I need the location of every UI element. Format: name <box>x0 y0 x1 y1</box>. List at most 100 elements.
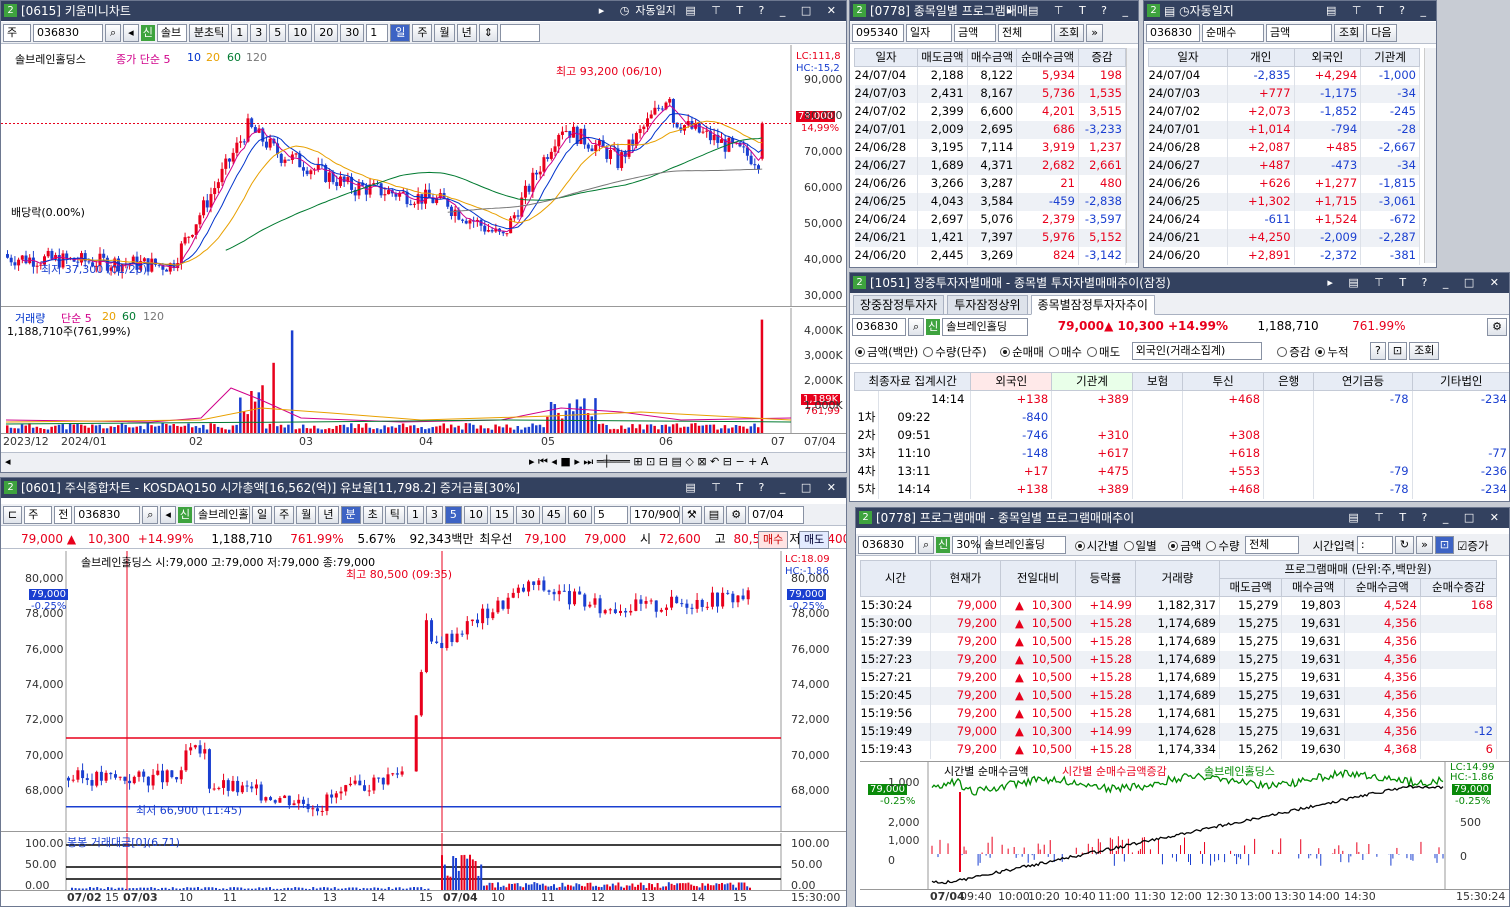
stock-name-field[interactable]: 솔브 <box>156 24 187 42</box>
table-row[interactable]: 5차 14:14 +138 +389 +468 -78 -234 <box>854 480 1509 499</box>
tab-stock-investor-trend[interactable]: 종목별잠정투자자추이 <box>1030 295 1155 315</box>
interval-10[interactable]: 10 <box>463 506 488 524</box>
table-row[interactable]: 24/06/24 -611 +1,524 -672 <box>1148 210 1420 229</box>
table-row[interactable]: 24/06/28 3,195 7,114 3,919 1,237 <box>854 138 1127 157</box>
window-controls[interactable]: ▸ ▤ ⊤ T ? _ <box>1006 4 1134 17</box>
updown-icon[interactable]: ⇕ <box>478 24 498 42</box>
stock-name-field[interactable]: 솔브레인홀딩 <box>980 536 1067 554</box>
radio-net[interactable]: 순매매 <box>1000 344 1044 360</box>
weekly-button[interactable]: 주 <box>412 24 433 42</box>
bar-count[interactable]: 170/900 <box>629 506 680 524</box>
table-row[interactable]: 24/06/26 +626 +1,277 -1,815 <box>1148 174 1420 193</box>
table-row[interactable]: 24/06/21 1,421 7,397 5,976 5,152 <box>854 228 1127 247</box>
query-button[interactable]: 조회 <box>1334 24 1365 42</box>
all-select[interactable]: 전 <box>54 506 73 524</box>
amount-select[interactable]: 금액 <box>954 24 996 42</box>
table-row[interactable]: 24/07/01 2,009 2,695 686 -3,233 <box>854 120 1127 139</box>
stock-name-field[interactable]: 솔브레인홀 <box>194 506 251 524</box>
next-icon[interactable]: » <box>1416 536 1433 554</box>
interval-3[interactable]: 3 <box>425 506 443 524</box>
interval-5[interactable]: 5 <box>444 506 462 524</box>
save-icon[interactable]: ▤ <box>703 506 725 524</box>
table-row[interactable]: 15:19:56 79,200 ▲ 10,500 +15.28 1,174,681 15,2… <box>860 704 1498 723</box>
code-input[interactable]: 036830 <box>852 318 906 336</box>
daily-button[interactable]: 일 <box>390 24 411 42</box>
mini-chart-titlebar[interactable]: 2 [0615] 키움미니차트 ▸ ◷자동일지 ▤ ⊤ T ? _ □ ✕ <box>1 1 846 21</box>
mini-chart-scrollbar[interactable]: ◂ ▸ ⏮ ◂ ■ ▸ ⏭ ═╪═══ ⊞ ⊡ ⊟ ▤ ◇ ⊠ ↶ ⊟ − + … <box>1 452 846 472</box>
next-icon[interactable]: » <box>1086 24 1103 42</box>
code-input[interactable]: 095340 <box>852 24 904 42</box>
table-row[interactable]: 3차 11:10 -148 +617 +618 -77 <box>854 444 1509 463</box>
table-row[interactable]: 4차 13:11 +17 +475 +553 -79 -236 <box>854 462 1509 481</box>
yearly-button[interactable]: 년 <box>456 24 477 42</box>
settings-gear-icon[interactable]: ⚙ <box>1487 318 1507 336</box>
table-row[interactable]: 24/07/02 2,399 6,600 4,201 3,515 <box>854 102 1127 121</box>
intraday-sub-chart[interactable]: 봉봉 거래대금[0](6.71) 100.00 100.00 50.00 50.00 0… <box>1 833 846 892</box>
radio-amount[interactable]: 금액 <box>1168 538 1201 554</box>
increase-checkbox[interactable]: ☑증가 <box>1457 539 1489 553</box>
period-3[interactable]: 3 <box>250 24 268 42</box>
search-icon[interactable]: ⌕ <box>918 536 935 554</box>
table-row[interactable]: 15:19:49 79,000 ▲ 10,300 +14.99 1,174,628 15,2… <box>860 722 1498 741</box>
min-sec-tick-button[interactable]: 분초틱 <box>188 24 230 42</box>
chart-icon[interactable]: ⊡ <box>1387 342 1408 360</box>
clock-icon[interactable]: ◷ <box>619 4 636 17</box>
buy-button[interactable]: 매수 <box>758 531 789 549</box>
query-button[interactable]: 조회 <box>1054 24 1085 42</box>
table-row[interactable]: 24/07/01 +1,014 -794 -28 <box>1148 120 1420 139</box>
interval-30[interactable]: 30 <box>515 506 540 524</box>
code-input[interactable]: 036830 <box>74 506 141 524</box>
investor-type-select[interactable]: 외국인(거래소집계) <box>1131 342 1262 360</box>
interval-60[interactable]: 60 <box>567 506 592 524</box>
table-row[interactable]: 24/06/20 +2,891 -2,372 -381 <box>1148 246 1420 265</box>
window-controls[interactable]: ▤ ⊤ T ? _ □ ✕ <box>1348 511 1505 524</box>
radio-quantity[interactable]: 수량 <box>1206 538 1240 554</box>
blank-input[interactable] <box>499 24 540 42</box>
refresh-icon[interactable]: ↻ <box>1394 536 1415 554</box>
tick-button[interactable]: 틱 <box>384 506 405 524</box>
code-input[interactable]: 036830 <box>858 536 916 554</box>
radio-cumulative[interactable]: 누적 <box>1315 344 1349 360</box>
menu-icon[interactable]: ▤ <box>1164 4 1180 18</box>
table-row[interactable]: 15:30:24 79,000 ▲ 10,300 +14.99 1,182,317 15,2… <box>860 596 1498 615</box>
vertical-scrollbar[interactable] <box>1424 48 1436 263</box>
sell-button[interactable]: 매도 <box>799 531 830 549</box>
table-row[interactable]: 1차 09:22 -840 <box>854 408 1509 427</box>
code-input[interactable]: 036830 <box>33 24 103 42</box>
table-row[interactable]: 24/07/03 +777 -1,175 -34 <box>1148 84 1420 103</box>
intraday-investor-titlebar[interactable]: 2 [1051] 장중투자자별매매 - 종목별 투자자별매매추이(잠정) ▸ ▤ … <box>850 273 1509 293</box>
table-row[interactable]: 15:27:21 79,200 ▲ 10,500 +15.28 1,174,689 15,2… <box>860 668 1498 687</box>
radio-quantity[interactable]: 수량(단주) <box>923 344 987 360</box>
table-row[interactable]: 24/07/02 +2,073 -1,852 -245 <box>1148 102 1420 121</box>
code-input[interactable]: 036830 <box>1146 24 1200 42</box>
minute-button[interactable]: 분 <box>340 506 361 524</box>
scope-select[interactable]: 전체 <box>1245 536 1300 554</box>
auto-log-label[interactable]: 자동일지 <box>635 4 676 17</box>
next-button[interactable]: 다음 <box>1366 24 1397 42</box>
radio-sell[interactable]: 매도 <box>1087 344 1120 360</box>
table-row[interactable]: 2차 09:51 -746 +310 +308 <box>854 426 1509 445</box>
table-row[interactable]: 24/07/04 -2,835 +4,294 -1,000 <box>1148 66 1420 85</box>
search-icon[interactable]: ⌕ <box>908 318 925 336</box>
window-controls[interactable]: ▸ ◷자동일지 ▤ ⊤ T ? _ □ ✕ <box>598 4 842 17</box>
search-icon[interactable]: ⌕ <box>142 506 159 524</box>
radio-delta[interactable]: 증감 <box>1277 344 1310 360</box>
vertical-scrollbar[interactable] <box>1126 48 1138 263</box>
table-row[interactable]: 24/06/27 1,689 4,371 2,682 2,661 <box>854 156 1127 175</box>
scope-select[interactable]: 전체 <box>998 24 1052 42</box>
auto-log-label[interactable]: 자동일지 <box>1189 4 1234 18</box>
type-select[interactable]: 주 <box>24 506 53 524</box>
program-daily-titlebar[interactable]: 2 [0778] 종목일별 프로그램매매 ▸ ▤ ⊤ T ? _ <box>850 1 1138 21</box>
clock-icon[interactable]: ◷ <box>1179 4 1190 18</box>
table-row[interactable]: 24/07/03 2,431 8,167 5,736 1,535 <box>854 84 1127 103</box>
table-row[interactable]: 24/06/26 3,266 3,287 21 480 <box>854 174 1127 193</box>
table-row[interactable]: 15:27:23 79,200 ▲ 10,500 +15.28 1,174,689 15,2… <box>860 650 1498 669</box>
date-select[interactable]: 일자 <box>906 24 952 42</box>
monthly-button[interactable]: 월 <box>434 24 455 42</box>
layout-icon[interactable]: ⊏ <box>3 506 23 524</box>
second-button[interactable]: 초 <box>362 506 383 524</box>
window-controls[interactable]: ▸ ▤ ⊤ T ? _ □ ✕ <box>1327 276 1505 289</box>
interval-count[interactable]: 5 <box>593 506 628 524</box>
mini-volume-chart[interactable]: 거래량 단순 5 20 60 120 1,188,710주(761,99%) 1… <box>1 308 846 433</box>
speaker-icon[interactable]: ◂ <box>123 24 139 42</box>
